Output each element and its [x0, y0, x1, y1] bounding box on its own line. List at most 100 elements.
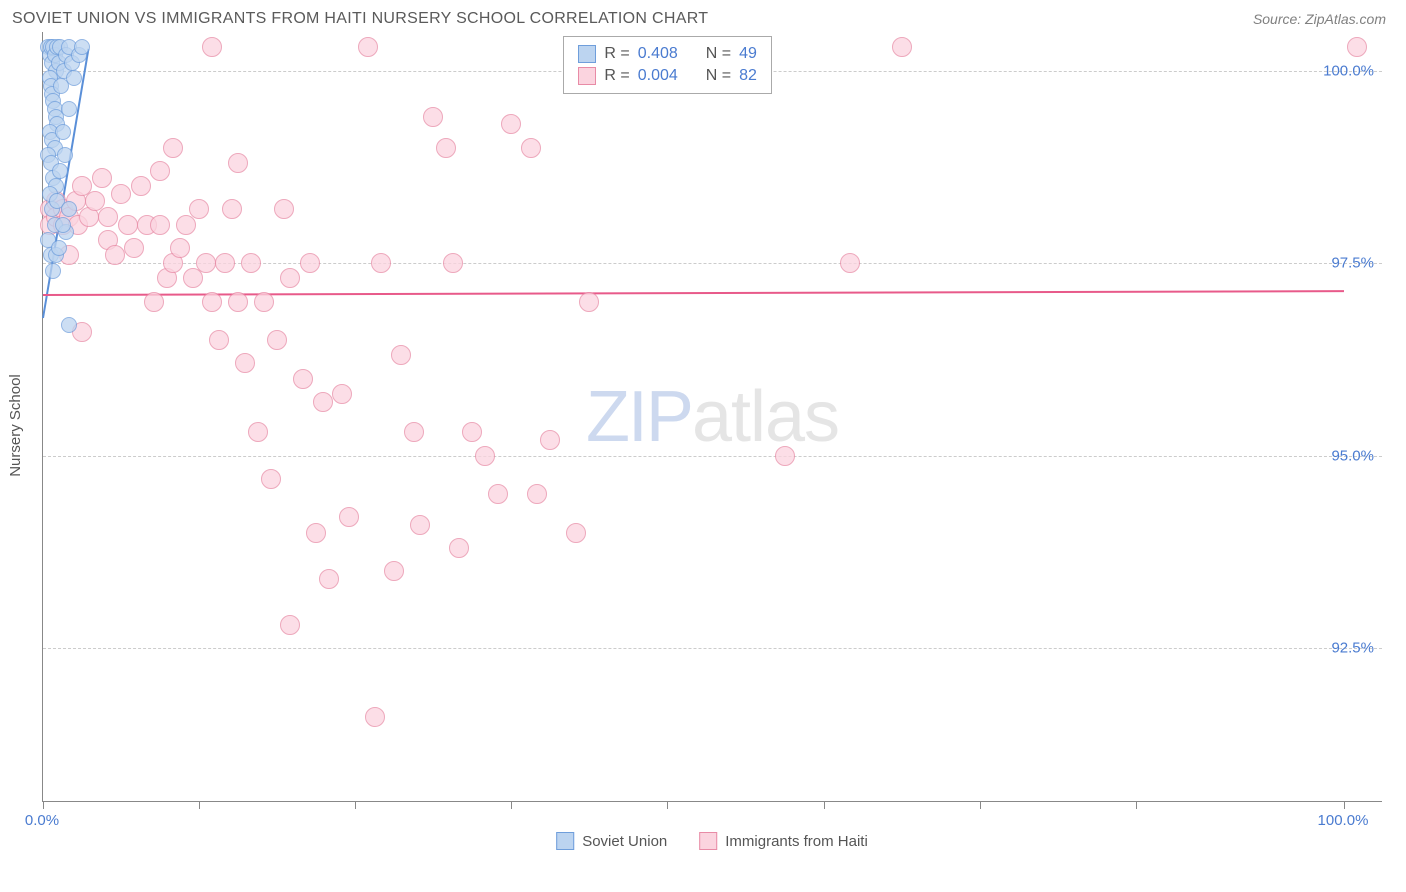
r-label: R = — [604, 67, 629, 85]
correlation-legend-row: R =0.004N =82 — [578, 65, 757, 87]
n-value: 49 — [739, 45, 757, 63]
scatter-point — [339, 507, 359, 527]
scatter-point — [410, 515, 430, 535]
scatter-point — [196, 253, 216, 273]
y-axis-label: Nursery School — [7, 374, 24, 477]
scatter-point — [892, 37, 912, 57]
correlation-legend-row: R = 0.408 N = 49 — [578, 43, 757, 65]
scatter-point — [540, 430, 560, 450]
scatter-point — [579, 292, 599, 312]
legend-label: Immigrants from Haiti — [725, 833, 868, 850]
scatter-point — [61, 317, 77, 333]
scatter-point — [61, 201, 77, 217]
n-label: N = — [706, 45, 731, 63]
scatter-point — [248, 422, 268, 442]
scatter-point — [235, 353, 255, 373]
chart-container: Nursery School ZIPatlas 92.5%95.0%97.5%1… — [12, 32, 1394, 840]
scatter-point — [215, 253, 235, 273]
scatter-point — [423, 107, 443, 127]
scatter-point — [274, 199, 294, 219]
x-tick — [824, 801, 825, 809]
scatter-point — [124, 238, 144, 258]
scatter-point — [228, 292, 248, 312]
scatter-point — [118, 215, 138, 235]
legend-bottom: Soviet Union Immigrants from Haiti — [556, 810, 868, 868]
r-value: 0.408 — [638, 45, 678, 63]
scatter-point — [371, 253, 391, 273]
scatter-point — [74, 39, 90, 55]
scatter-point — [775, 446, 795, 466]
scatter-point — [45, 263, 61, 279]
chart-header: SOVIET UNION VS IMMIGRANTS FROM HAITI NU… — [0, 0, 1406, 32]
x-tick — [1136, 801, 1137, 809]
y-tick-label: 92.5% — [1331, 640, 1374, 657]
legend-swatch — [578, 45, 596, 63]
x-tick — [1344, 801, 1345, 809]
x-tick — [355, 801, 356, 809]
x-tick — [667, 801, 668, 809]
n-label: N = — [706, 67, 731, 85]
watermark: ZIPatlas — [586, 376, 839, 458]
source-attribution: Source: ZipAtlas.com — [1253, 11, 1386, 27]
x-tick — [199, 801, 200, 809]
scatter-point — [241, 253, 261, 273]
watermark-zip: ZIP — [586, 377, 692, 457]
scatter-point — [51, 240, 67, 256]
x-axis-max-label: 100.0% — [1318, 812, 1369, 829]
scatter-point — [144, 292, 164, 312]
x-axis-min-label: 0.0% — [25, 812, 59, 829]
watermark-atlas: atlas — [692, 377, 839, 457]
scatter-point — [443, 253, 463, 273]
scatter-point — [55, 217, 71, 233]
scatter-point — [527, 484, 547, 504]
gridline-horizontal — [43, 648, 1382, 649]
scatter-point — [306, 523, 326, 543]
scatter-point — [61, 101, 77, 117]
scatter-plot-area: ZIPatlas 92.5% 95.0% 97.5% 100.0% R = 0.408 N … — [42, 32, 1382, 802]
scatter-point — [163, 138, 183, 158]
gridline-horizontal — [43, 456, 1382, 457]
scatter-point — [52, 163, 68, 179]
scatter-point — [66, 70, 82, 86]
scatter-point — [105, 245, 125, 265]
scatter-point — [384, 561, 404, 581]
chart-title: SOVIET UNION VS IMMIGRANTS FROM HAITI NU… — [12, 10, 708, 28]
scatter-point — [358, 37, 378, 57]
legend-swatch — [556, 832, 574, 850]
x-axis-labels: 0.0%100.0%Soviet UnionImmigrants from Ha… — [42, 812, 1382, 840]
scatter-point — [111, 184, 131, 204]
scatter-point — [150, 215, 170, 235]
scatter-point — [840, 253, 860, 273]
scatter-point — [313, 392, 333, 412]
scatter-point — [300, 253, 320, 273]
scatter-point — [462, 422, 482, 442]
legend-item: Immigrants from Haiti — [699, 832, 868, 850]
scatter-point — [189, 199, 209, 219]
y-tick-label: 100.0% — [1323, 62, 1374, 79]
legend-label: Soviet Union — [582, 833, 667, 850]
scatter-point — [521, 138, 541, 158]
scatter-point — [332, 384, 352, 404]
scatter-point — [261, 469, 281, 489]
scatter-point — [222, 199, 242, 219]
scatter-point — [55, 124, 71, 140]
scatter-point — [280, 268, 300, 288]
scatter-point — [150, 161, 170, 181]
scatter-point — [1347, 37, 1367, 57]
scatter-point — [475, 446, 495, 466]
x-tick — [980, 801, 981, 809]
scatter-point — [202, 37, 222, 57]
y-tick-label: 95.0% — [1331, 447, 1374, 464]
r-label: R = — [604, 45, 629, 63]
scatter-point — [202, 292, 222, 312]
scatter-point — [488, 484, 508, 504]
scatter-point — [267, 330, 287, 350]
scatter-point — [391, 345, 411, 365]
scatter-point — [566, 523, 586, 543]
scatter-point — [449, 538, 469, 558]
scatter-point — [319, 569, 339, 589]
scatter-point — [365, 707, 385, 727]
y-tick-label: 97.5% — [1331, 255, 1374, 272]
scatter-point — [254, 292, 274, 312]
legend-swatch — [699, 832, 717, 850]
